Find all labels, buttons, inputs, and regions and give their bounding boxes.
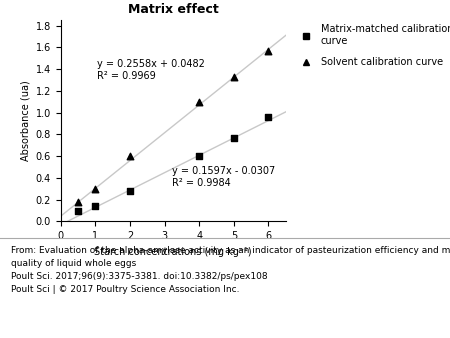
Text: y = 0.2558x + 0.0482: y = 0.2558x + 0.0482 xyxy=(97,59,205,69)
Title: Matrix effect: Matrix effect xyxy=(128,3,219,16)
Text: R² = 0.9984: R² = 0.9984 xyxy=(171,177,230,188)
Text: From: Evaluation of the alpha-amylase activity as an indicator of pasteurization: From: Evaluation of the alpha-amylase ac… xyxy=(11,246,450,294)
Point xyxy=(230,135,238,140)
Text: y = 0.1597x - 0.0307: y = 0.1597x - 0.0307 xyxy=(171,166,275,175)
Y-axis label: Absorbance (ua): Absorbance (ua) xyxy=(20,80,30,161)
Point xyxy=(126,188,134,194)
Point xyxy=(196,99,203,104)
Point xyxy=(74,208,81,213)
X-axis label: Starch concentrations (mg kg⁻¹): Starch concentrations (mg kg⁻¹) xyxy=(94,247,252,257)
Legend: Matrix-matched calibration
curve, Solvent calibration curve: Matrix-matched calibration curve, Solven… xyxy=(292,20,450,71)
Point xyxy=(92,203,99,209)
Text: R² = 0.9969: R² = 0.9969 xyxy=(97,71,156,81)
Point xyxy=(196,153,203,159)
Point xyxy=(265,114,272,120)
Point xyxy=(230,74,238,79)
Point xyxy=(74,199,81,204)
Point xyxy=(265,48,272,53)
Point xyxy=(126,153,134,159)
Point xyxy=(92,186,99,192)
